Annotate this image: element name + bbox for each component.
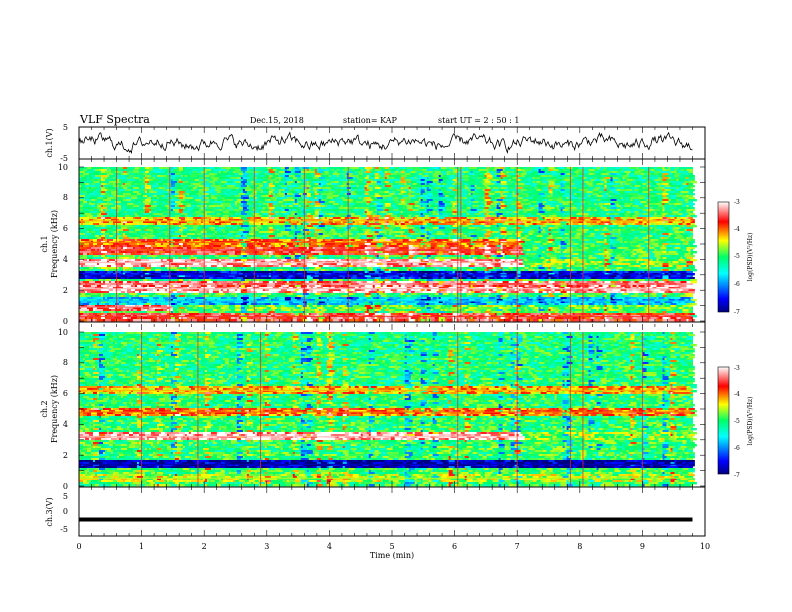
ch1-ytick-top: 5 xyxy=(63,123,68,132)
vlf-spectra-figure: VLF Spectra Dec.15, 2018 station= KAP st… xyxy=(0,0,792,612)
ch1-ytick-bottom: -5 xyxy=(60,154,68,163)
ch1-waveform-panel: 5 -5 ch.1(V) xyxy=(45,123,705,163)
ch1-spectrogram-panel: 0 2 4 6 8 10 ch.1 Frequency (kHz) xyxy=(40,159,705,326)
chart-title: VLF Spectra xyxy=(79,113,150,126)
ch1-spectrogram-image xyxy=(79,167,697,321)
header-start-time: start UT = 2 : 50 : 1 xyxy=(438,116,519,125)
header-date: Dec.15, 2018 xyxy=(250,116,304,125)
header-station: station= KAP xyxy=(343,116,398,125)
ch1-waveform-line xyxy=(79,133,693,153)
ch1-ylabel: ch.1(V) xyxy=(45,128,54,157)
